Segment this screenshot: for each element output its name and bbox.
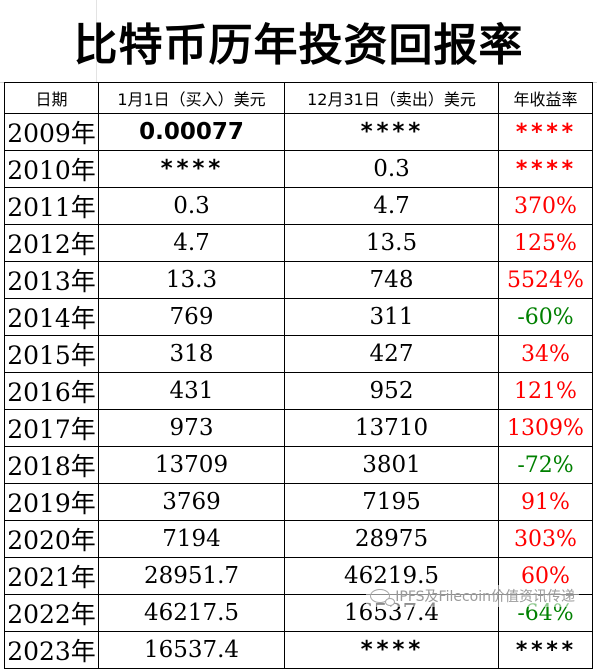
header-buy: 1月1日（买入）美元 xyxy=(98,82,285,114)
year-cell: 2015年 xyxy=(4,335,99,373)
table-row: 2017年 973 13710 1309% xyxy=(4,409,593,447)
watermark: IPFS及Filecoin价值资讯传递 xyxy=(366,585,579,607)
buy-price-cell: 13.3 xyxy=(98,261,285,299)
buy-price-cell: 4.7 xyxy=(98,224,285,262)
buy-price-cell: 13709 xyxy=(98,446,285,484)
buy-price-cell: 0.00077 xyxy=(98,113,285,151)
buy-price-cell: 973 xyxy=(98,409,285,447)
buy-price-cell: 3769 xyxy=(98,483,285,521)
sell-price-cell: **** xyxy=(284,113,499,151)
annual-return-cell: 34% xyxy=(498,335,593,373)
annual-return-cell: 1309% xyxy=(498,409,593,447)
year-cell: 2020年 xyxy=(4,520,99,558)
table-row: 2009年 0.00077 **** **** xyxy=(4,113,593,151)
sell-price-cell: 13710 xyxy=(284,409,499,447)
table-row: 2014年 769 311 -60% xyxy=(4,298,593,336)
table-header-row: 日期 1月1日（买入）美元 12月31日（卖出）美元 年收益率 xyxy=(4,82,593,114)
header-date: 日期 xyxy=(4,82,99,114)
year-cell: 2019年 xyxy=(4,483,99,521)
annual-return-cell: 125% xyxy=(498,224,593,262)
year-cell: 2022年 xyxy=(4,594,99,632)
sell-price-cell: 28975 xyxy=(284,520,499,558)
year-cell: 2017年 xyxy=(4,409,99,447)
table-row: 2015年 318 427 34% xyxy=(4,335,593,373)
buy-price-cell: 769 xyxy=(98,298,285,336)
header-return: 年收益率 xyxy=(498,82,593,114)
table-row: 2020年 7194 28975 303% xyxy=(4,520,593,558)
sell-price-cell: 4.7 xyxy=(284,187,499,225)
annual-return-cell: 91% xyxy=(498,483,593,521)
sell-price-cell: 3801 xyxy=(284,446,499,484)
year-cell: 2009年 xyxy=(4,113,99,151)
annual-return-cell: 370% xyxy=(498,187,593,225)
year-cell: 2023年 xyxy=(4,631,99,669)
header-sell: 12月31日（卖出）美元 xyxy=(284,82,499,114)
year-cell: 2010年 xyxy=(4,150,99,188)
table-row: 2016年 431 952 121% xyxy=(4,372,593,410)
buy-price-cell: 0.3 xyxy=(98,187,285,225)
wechat-icon xyxy=(370,589,396,606)
year-cell: 2021年 xyxy=(4,557,99,595)
year-cell: 2018年 xyxy=(4,446,99,484)
table-row: 2018年 13709 3801 -72% xyxy=(4,446,593,484)
buy-price-cell: 431 xyxy=(98,372,285,410)
year-cell: 2011年 xyxy=(4,187,99,225)
returns-table: 日期 1月1日（买入）美元 12月31日（卖出）美元 年收益率 2009年 0.0… xyxy=(4,82,593,669)
buy-price-cell: **** xyxy=(98,150,285,188)
annual-return-cell: **** xyxy=(498,113,593,151)
annual-return-cell: -72% xyxy=(498,446,593,484)
year-cell: 2016年 xyxy=(4,372,99,410)
table-row: 2019年 3769 7195 91% xyxy=(4,483,593,521)
page-title: 比特币历年投资回报率 xyxy=(0,0,597,83)
table-row: 2011年 0.3 4.7 370% xyxy=(4,187,593,225)
sell-price-cell: 748 xyxy=(284,261,499,299)
table-row: 2012年 4.7 13.5 125% xyxy=(4,224,593,262)
watermark-text: IPFS及Filecoin价值资讯传递 xyxy=(395,589,575,605)
table-row: 2010年 **** 0.3 **** xyxy=(4,150,593,188)
sell-price-cell: 7195 xyxy=(284,483,499,521)
sell-price-cell: 952 xyxy=(284,372,499,410)
year-cell: 2013年 xyxy=(4,261,99,299)
buy-price-cell: 46217.5 xyxy=(98,594,285,632)
annual-return-cell: **** xyxy=(498,150,593,188)
sell-price-cell: **** xyxy=(284,631,499,669)
sell-price-cell: 311 xyxy=(284,298,499,336)
year-cell: 2014年 xyxy=(4,298,99,336)
annual-return-cell: -60% xyxy=(498,298,593,336)
annual-return-cell: 5524% xyxy=(498,261,593,299)
annual-return-cell: 121% xyxy=(498,372,593,410)
sell-price-cell: 13.5 xyxy=(284,224,499,262)
annual-return-cell: 303% xyxy=(498,520,593,558)
year-cell: 2012年 xyxy=(4,224,99,262)
table-row: 2023年 16537.4 **** **** xyxy=(4,631,593,669)
table-row: 2013年 13.3 748 5524% xyxy=(4,261,593,299)
annual-return-cell: **** xyxy=(498,631,593,669)
buy-price-cell: 28951.7 xyxy=(98,557,285,595)
buy-price-cell: 16537.4 xyxy=(98,631,285,669)
buy-price-cell: 318 xyxy=(98,335,285,373)
buy-price-cell: 7194 xyxy=(98,520,285,558)
sell-price-cell: 427 xyxy=(284,335,499,373)
sell-price-cell: 0.3 xyxy=(284,150,499,188)
